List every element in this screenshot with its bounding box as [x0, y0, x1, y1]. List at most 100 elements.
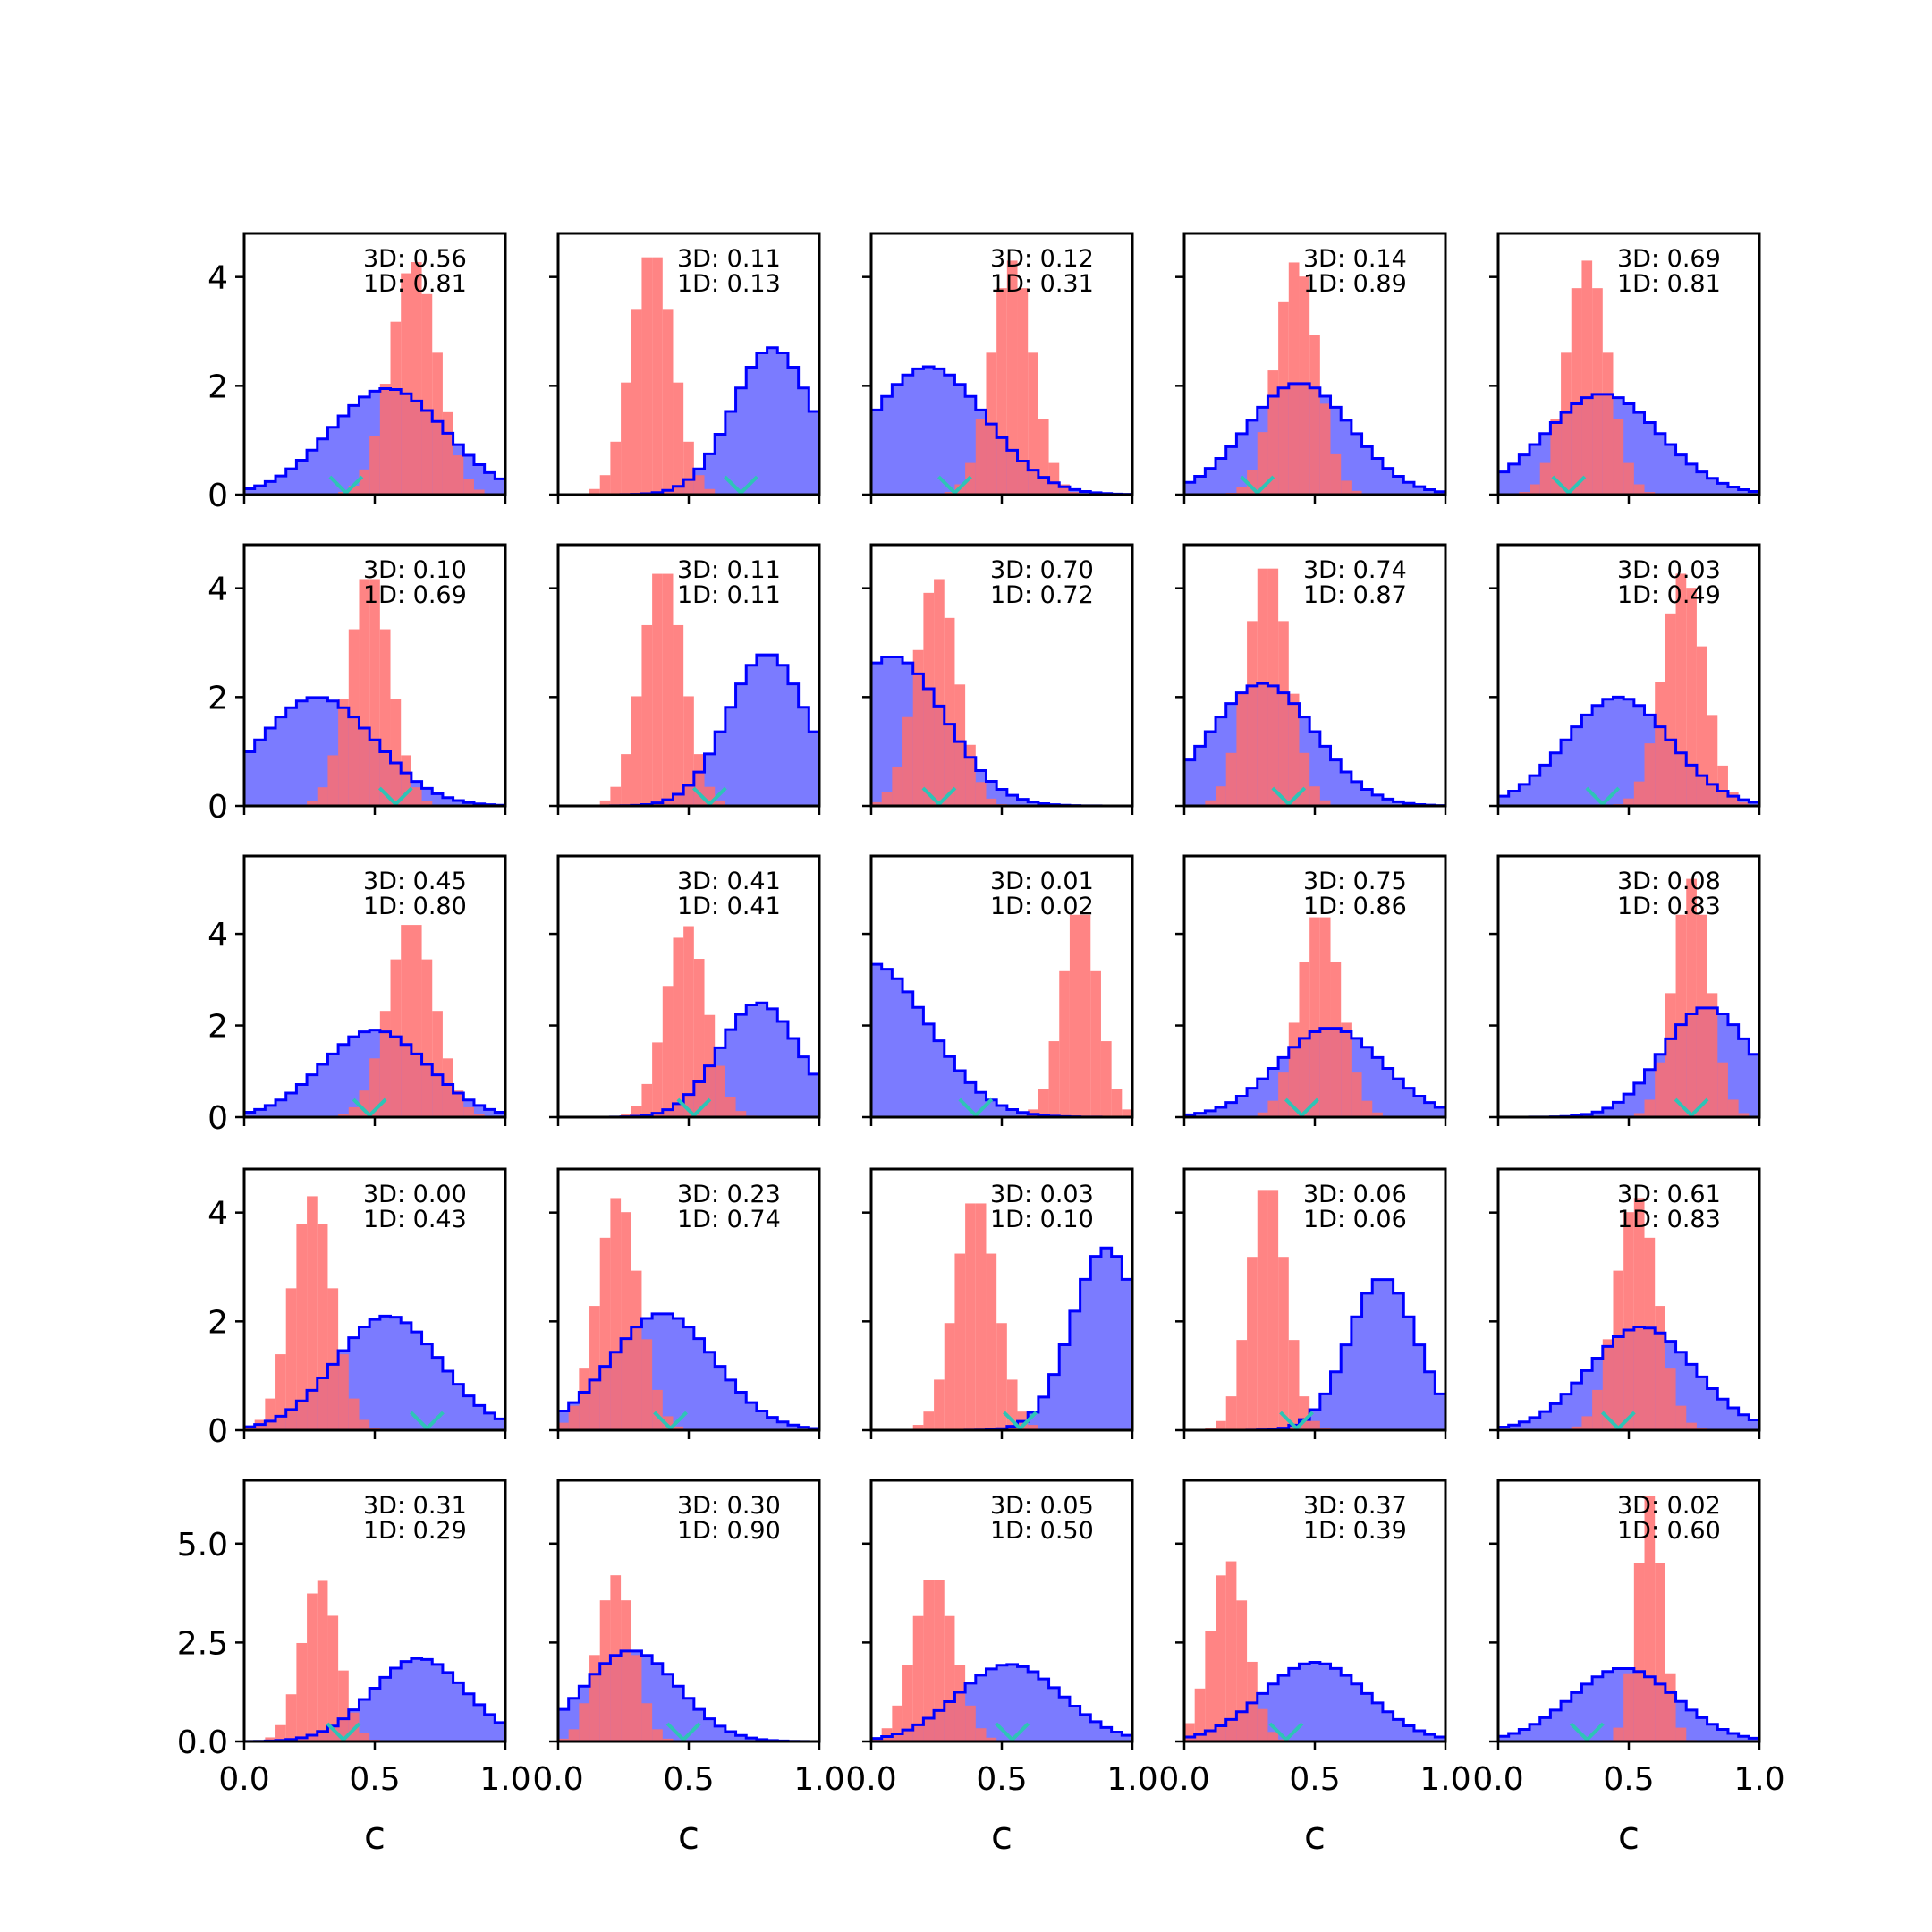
red-histogram-bar — [1278, 301, 1289, 495]
red-histogram-bar — [568, 1405, 580, 1430]
annotation-3d: 3D: 0.31 — [363, 1492, 467, 1520]
red-histogram-bar — [1330, 961, 1342, 1117]
red-histogram-bar — [1707, 715, 1718, 806]
red-histogram-bar — [1267, 568, 1279, 806]
red-histogram-bar — [1090, 970, 1101, 1117]
red-histogram-bar — [1309, 917, 1320, 1117]
red-histogram-bar — [1592, 288, 1603, 495]
red-histogram-bar — [902, 716, 913, 806]
y-tick-label: 2.5 — [177, 1625, 228, 1662]
annotation-1d: 1D: 0.89 — [1303, 270, 1407, 298]
y-tick-label: 4 — [208, 1196, 228, 1233]
red-histogram-bar — [453, 1090, 464, 1117]
red-histogram-bar — [652, 1042, 663, 1117]
red-histogram-bar — [1602, 1339, 1614, 1430]
marker-v-icon — [326, 1722, 361, 1741]
annotation-1d: 1D: 0.10 — [990, 1206, 1094, 1233]
red-histogram-bar — [1655, 1563, 1665, 1741]
blue-histogram-outline — [1498, 393, 1759, 495]
red-histogram-bar — [1613, 1727, 1624, 1741]
blue-histogram-outline — [1184, 382, 1445, 495]
y-tick-label: 4 — [208, 260, 228, 297]
x-tick-label: 0.0 — [218, 1761, 269, 1798]
panel-plot-area — [871, 1203, 1132, 1430]
blue-histogram-fill — [558, 347, 819, 495]
red-histogram-bar — [1017, 288, 1029, 495]
red-histogram-bar — [348, 486, 360, 495]
blue-histogram-fill — [244, 1658, 505, 1741]
panel-plot-area — [871, 914, 1132, 1117]
blue-histogram-outline — [1184, 1027, 1445, 1117]
panel-plot-area — [871, 260, 1132, 495]
blue-histogram-outline — [558, 1312, 819, 1430]
red-histogram-bar — [621, 1212, 631, 1430]
red-histogram-bar — [317, 1224, 328, 1430]
red-histogram-bar — [401, 273, 411, 495]
annotation-3d: 3D: 0.70 — [990, 556, 1094, 584]
annotation-3d: 3D: 0.00 — [363, 1181, 467, 1208]
red-histogram-bar — [599, 800, 611, 806]
panel-plot-area — [244, 1580, 505, 1741]
annotation-3d: 3D: 0.37 — [1303, 1492, 1407, 1520]
red-histogram-bar — [327, 1615, 339, 1741]
red-histogram-bar — [1539, 462, 1551, 495]
red-histogram-bar — [1100, 1041, 1112, 1117]
red-histogram-bar — [401, 925, 411, 1117]
red-histogram-bar — [1623, 798, 1634, 806]
red-histogram-bar — [327, 755, 339, 806]
red-histogram-bar — [473, 489, 485, 495]
red-histogram-bar — [1696, 646, 1707, 806]
red-histogram-bar — [390, 699, 402, 806]
panel-plot-area — [1184, 917, 1445, 1117]
red-histogram-bar — [453, 455, 464, 495]
x-axis-label: c — [678, 1813, 699, 1859]
red-histogram-bar — [1309, 1420, 1320, 1430]
red-histogram-bar — [662, 309, 674, 495]
red-histogram-bar — [892, 766, 903, 806]
blue-histogram-fill — [558, 655, 819, 806]
red-histogram-bar — [1225, 752, 1237, 806]
annotation-1d: 1D: 0.69 — [363, 581, 467, 609]
red-histogram-bar — [1278, 1257, 1289, 1430]
red-histogram-bar — [1530, 484, 1540, 495]
red-histogram-bar — [1613, 1270, 1624, 1430]
marker-v-icon — [937, 475, 972, 495]
red-histogram-bar — [1623, 1212, 1634, 1430]
red-histogram-bar — [359, 579, 370, 806]
annotation-3d: 3D: 0.30 — [677, 1492, 781, 1520]
x-tick-label: 0.0 — [1472, 1761, 1523, 1798]
red-histogram-bar — [1738, 1113, 1750, 1117]
red-histogram-bar — [1006, 1379, 1018, 1430]
red-histogram-bar — [1633, 1563, 1645, 1741]
red-histogram-bar — [1236, 1340, 1248, 1430]
annotation-3d: 3D: 0.12 — [990, 245, 1094, 273]
red-histogram-bar — [871, 801, 882, 806]
red-histogram-bar — [1655, 682, 1665, 806]
marker-v-icon — [995, 1722, 1030, 1741]
annotation-1d: 1D: 0.50 — [990, 1517, 1094, 1545]
red-histogram-bar — [902, 1665, 913, 1741]
red-histogram-bar — [421, 293, 433, 495]
red-histogram-bar — [1122, 1109, 1132, 1117]
red-histogram-bar — [1655, 1306, 1665, 1430]
y-tick-label: 2 — [208, 680, 228, 716]
red-histogram-bar — [1006, 260, 1018, 495]
red-histogram-bar — [1675, 573, 1687, 806]
annotation-1d: 1D: 0.06 — [1303, 1206, 1407, 1233]
red-histogram-bar — [1247, 470, 1258, 495]
red-histogram-bar — [881, 1728, 893, 1741]
annotation-1d: 1D: 0.31 — [990, 270, 1094, 298]
annotation-3d: 3D: 0.02 — [1617, 1492, 1721, 1520]
red-histogram-bar — [379, 384, 391, 495]
blue-histogram-fill — [871, 1248, 1132, 1430]
x-tick-label: 0.0 — [532, 1761, 583, 1798]
red-histogram-bar — [432, 352, 443, 495]
red-histogram-bar — [965, 1203, 976, 1430]
red-histogram-bar — [589, 1306, 600, 1430]
red-histogram-bar — [327, 1288, 339, 1430]
red-histogram-bar — [1048, 1041, 1060, 1117]
